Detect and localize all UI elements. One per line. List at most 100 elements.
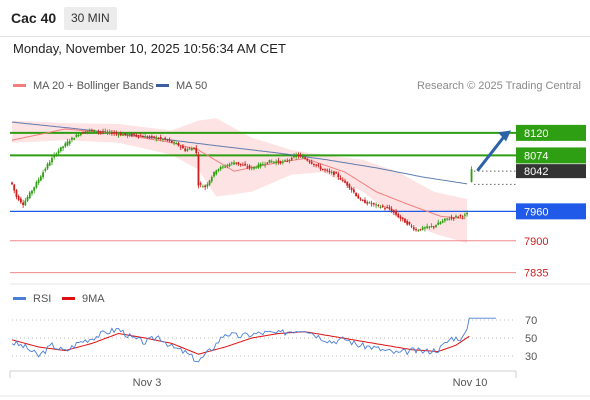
candle-up xyxy=(444,218,446,221)
candle-up xyxy=(375,204,377,206)
candle-down xyxy=(166,139,169,141)
candle-down xyxy=(157,138,160,140)
candle-up xyxy=(435,225,437,227)
rsi-swatch-icon xyxy=(13,296,26,300)
candle-up xyxy=(88,129,91,132)
candle-up xyxy=(284,160,286,162)
candle-down xyxy=(11,182,13,185)
candle-up xyxy=(42,172,44,178)
candle-up xyxy=(293,155,295,158)
level-labels: 8120 8074 8042 7960 7900 7835 xyxy=(516,124,586,280)
candle-down xyxy=(370,203,373,205)
candle-up xyxy=(79,133,82,136)
last-price-label: 8042 xyxy=(524,166,548,178)
candle-up xyxy=(24,200,27,206)
top-bar: Cac 40 30 MIN xyxy=(0,0,590,36)
candle-up xyxy=(59,147,62,152)
candle-down xyxy=(348,184,351,189)
candle-up xyxy=(173,142,175,144)
candle-up xyxy=(421,227,424,230)
candle-down xyxy=(319,166,322,170)
candle-up xyxy=(273,161,275,163)
candle-up xyxy=(448,218,451,220)
candle-down xyxy=(366,202,369,204)
candle-down xyxy=(111,132,113,134)
candle-up xyxy=(210,177,213,182)
candle-down xyxy=(333,171,335,175)
candle-down xyxy=(146,136,149,138)
candle-down xyxy=(184,148,187,151)
candle-down xyxy=(164,137,167,140)
candle-up xyxy=(71,137,73,140)
rsi-line xyxy=(11,317,496,363)
pivot-label: 7960 xyxy=(524,206,548,218)
candle-up xyxy=(104,131,107,133)
candle-down xyxy=(357,195,360,199)
candle-down xyxy=(193,147,195,149)
candle-up xyxy=(208,180,211,185)
candle-down xyxy=(337,173,340,178)
datetime-label: Monday, November 10, 2025 10:56:34 AM CE… xyxy=(13,41,286,56)
timeframe-button[interactable]: 30 MIN xyxy=(64,7,117,30)
candle-up xyxy=(202,186,204,188)
candle-up xyxy=(430,225,433,227)
header-divider xyxy=(0,36,590,37)
candle-up xyxy=(46,163,49,169)
x-axis: Nov 3 Nov 10 xyxy=(0,370,590,397)
candle-down xyxy=(355,192,357,196)
candle-down xyxy=(290,158,293,160)
candle-down xyxy=(388,207,391,209)
candle-down xyxy=(91,129,93,131)
rsi-tick-70: 70 xyxy=(525,315,537,327)
candle-down xyxy=(324,169,326,171)
candle-down xyxy=(177,143,180,146)
candle-up xyxy=(213,172,215,177)
candle-down xyxy=(450,217,453,219)
legend-rsi-ma-label: 9MA xyxy=(82,293,105,305)
resistance-tag-8120 xyxy=(516,124,586,141)
candle-down xyxy=(404,218,406,223)
candle-down xyxy=(361,200,364,202)
candle-up xyxy=(64,143,67,147)
bollinger-fill xyxy=(12,118,468,244)
candle-up xyxy=(330,172,333,174)
candle-down xyxy=(266,162,269,164)
candle-down xyxy=(133,133,135,135)
rsi-tick-30: 30 xyxy=(525,351,537,363)
candle-down xyxy=(286,160,289,162)
candle-down xyxy=(182,145,184,149)
candle-down xyxy=(248,165,251,168)
candle-up xyxy=(270,161,273,163)
candle-up xyxy=(275,161,278,164)
bollinger-band xyxy=(12,118,468,244)
legend-rsi-label: RSI xyxy=(33,293,52,305)
candle-down xyxy=(341,179,344,181)
candle-down xyxy=(237,162,240,165)
rsi-tick-50: 50 xyxy=(525,333,537,345)
candle-up xyxy=(44,168,47,171)
candle-down xyxy=(239,163,242,165)
candle-down xyxy=(159,137,162,139)
candle-down xyxy=(168,139,171,141)
candle-up xyxy=(37,179,40,183)
resistance-label-8074: 8074 xyxy=(524,150,548,162)
legend-ma50: MA 50 xyxy=(156,80,207,92)
candle-up xyxy=(39,176,42,181)
candle-down xyxy=(153,136,155,138)
candle-up xyxy=(368,202,371,204)
x-tick-label-0: Nov 3 xyxy=(133,377,162,389)
candle-up xyxy=(77,134,80,136)
candle-down xyxy=(406,220,409,225)
candle-up xyxy=(186,149,189,151)
legend-ma20-label: MA 20 + Bollinger Bands xyxy=(33,80,154,92)
candle-down xyxy=(335,172,338,174)
candle-down xyxy=(137,135,140,137)
candle-down xyxy=(195,147,198,154)
candle-up xyxy=(295,154,298,158)
candle-down xyxy=(372,203,375,205)
candle-down xyxy=(459,215,462,217)
candle-up xyxy=(255,167,258,169)
candle-up xyxy=(206,184,209,187)
candle-down xyxy=(395,211,397,215)
